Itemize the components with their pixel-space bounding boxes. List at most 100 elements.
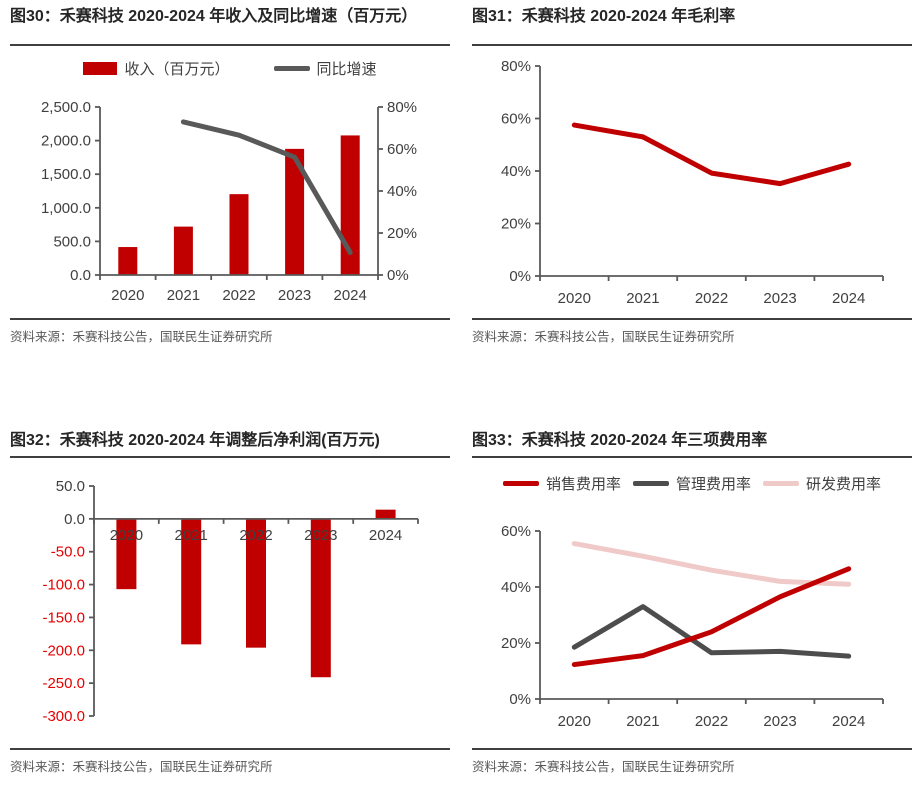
figure-31-title: 图31：禾赛科技 2020-2024 年毛利率 <box>472 8 736 25</box>
source-divider <box>10 748 450 750</box>
svg-text:0.0: 0.0 <box>70 267 91 284</box>
svg-text:40%: 40% <box>501 579 531 596</box>
svg-text:2023: 2023 <box>304 527 337 544</box>
svg-text:2021: 2021 <box>167 287 200 304</box>
source-note: 资料来源：禾赛科技公告，国联民生证券研究所 <box>10 760 273 774</box>
title-underline <box>472 456 912 458</box>
svg-text:2024: 2024 <box>369 527 402 544</box>
legend-label: 研发费用率 <box>806 475 882 493</box>
svg-text:-150.0: -150.0 <box>42 609 85 626</box>
bar-series <box>116 509 396 678</box>
legend-line-swatch <box>273 65 310 71</box>
bar-2020 <box>118 247 138 275</box>
figure-panel-32: 图32：禾赛科技 2020-2024 年调整后净利润(百万元) 50.0 0.0 -… <box>10 432 450 775</box>
svg-text:20%: 20% <box>501 216 531 233</box>
title-underline <box>10 456 450 458</box>
legend-line-swatch <box>502 480 539 486</box>
figure-30-title: 图30：禾赛科技 2020-2024 年收入及同比增速（百万元） <box>10 8 418 25</box>
svg-text:-50.0: -50.0 <box>51 544 85 561</box>
svg-text:2024: 2024 <box>832 290 865 307</box>
svg-text:-100.0: -100.0 <box>42 577 85 594</box>
chart-series <box>571 541 852 668</box>
figure-33-title: 图33：禾赛科技 2020-2024 年三项费用率 <box>472 432 768 449</box>
bar-2021 <box>181 518 202 645</box>
title-underline <box>10 44 450 46</box>
figure-panel-33: 图33：禾赛科技 2020-2024 年三项费用率 销售费用率 管理费用率 研发费用… <box>472 432 912 775</box>
bar-2024 <box>375 509 396 519</box>
svg-text:80%: 80% <box>501 58 531 75</box>
chart-axes: 0% 20% 40% 60% 2020 2021 2022 2023 2024 <box>501 523 884 730</box>
svg-text:500.0: 500.0 <box>53 233 91 250</box>
chart-series <box>116 509 396 678</box>
figure-30-chart: 0.0 500.0 1,000.0 1,500.0 2,000.0 2,500.0 0% 20… <box>41 99 417 304</box>
legend-label: 管理费用率 <box>675 475 751 493</box>
bar-2022 <box>229 194 249 275</box>
svg-text:2020: 2020 <box>558 290 591 307</box>
line-series <box>571 541 852 587</box>
svg-text:2023: 2023 <box>763 290 796 307</box>
svg-text:2024: 2024 <box>334 287 367 304</box>
legend-bar-swatch <box>83 61 118 75</box>
bar-2022 <box>246 518 266 648</box>
legend-line-swatch <box>763 480 799 486</box>
svg-text:2,000.0: 2,000.0 <box>41 133 91 150</box>
svg-text:-250.0: -250.0 <box>42 675 85 692</box>
svg-text:2021: 2021 <box>626 713 659 730</box>
legend-item: 管理费用率 <box>632 473 751 494</box>
line-series <box>571 604 852 659</box>
svg-text:0%: 0% <box>387 267 409 284</box>
svg-text:0%: 0% <box>509 691 531 708</box>
svg-text:40%: 40% <box>501 163 531 180</box>
figure-panel-31: 图31：禾赛科技 2020-2024 年毛利率 0% 20% 40% 60% 80% 20… <box>472 8 912 345</box>
svg-text:2021: 2021 <box>626 290 659 307</box>
svg-text:2022: 2022 <box>239 527 272 544</box>
source-note: 资料来源：禾赛科技公告，国联民生证券研究所 <box>10 330 273 344</box>
svg-text:60%: 60% <box>387 141 417 158</box>
svg-text:2,500.0: 2,500.0 <box>41 99 91 116</box>
figure-32-title: 图32：禾赛科技 2020-2024 年调整后净利润(百万元) <box>10 432 380 449</box>
svg-text:2020: 2020 <box>558 713 591 730</box>
legend-label: 收入（百万元） <box>124 60 230 78</box>
figure-panel-30: 图30：禾赛科技 2020-2024 年收入及同比增速（百万元） 收入（百万元）… <box>10 8 450 345</box>
chart-series <box>571 122 852 187</box>
bar-2023 <box>310 518 331 678</box>
svg-text:0%: 0% <box>509 268 531 285</box>
source-note: 资料来源：禾赛科技公告，国联民生证券研究所 <box>472 330 735 344</box>
line-series <box>571 566 852 668</box>
figure-32-chart: 50.0 0.0 -50.0 -100.0 -150.0 -200.0 -250.0 -300… <box>42 478 419 725</box>
svg-text:40%: 40% <box>387 183 417 200</box>
legend-line-swatch <box>632 480 669 486</box>
chart-series <box>118 119 360 275</box>
source-divider <box>10 318 450 320</box>
title-underline <box>472 44 912 46</box>
line-series <box>571 122 852 187</box>
svg-text:20%: 20% <box>501 635 531 652</box>
svg-text:50.0: 50.0 <box>56 478 85 495</box>
figure-33-legend: 销售费用率 管理费用率 研发费用率 <box>472 470 912 496</box>
bar-2020 <box>116 518 137 590</box>
svg-text:2023: 2023 <box>278 287 311 304</box>
source-divider <box>472 318 912 320</box>
svg-text:-200.0: -200.0 <box>42 642 85 659</box>
chart-axes: 50.0 0.0 -50.0 -100.0 -150.0 -200.0 -250.0 -300… <box>42 478 419 725</box>
legend-item: 收入（百万元） <box>83 58 230 79</box>
svg-text:0.0: 0.0 <box>64 511 85 528</box>
svg-text:-300.0: -300.0 <box>42 708 85 725</box>
svg-text:20%: 20% <box>387 225 417 242</box>
svg-text:2023: 2023 <box>763 713 796 730</box>
svg-text:1,000.0: 1,000.0 <box>41 200 91 217</box>
legend-label: 同比增速 <box>316 60 377 78</box>
svg-text:2020: 2020 <box>110 527 143 544</box>
legend-item: 同比增速 <box>273 58 377 79</box>
svg-text:2022: 2022 <box>222 287 255 304</box>
legend-item: 销售费用率 <box>502 473 621 494</box>
line-series <box>180 119 353 256</box>
bar-2021 <box>173 226 193 275</box>
svg-text:1,500.0: 1,500.0 <box>41 166 91 183</box>
svg-text:2020: 2020 <box>111 287 144 304</box>
figure-33-chart: 0% 20% 40% 60% 2020 2021 2022 2023 2024 <box>501 523 884 730</box>
figure-30-legend: 收入（百万元） 同比增速 <box>10 55 450 81</box>
chart-axes: 0.0 500.0 1,000.0 1,500.0 2,000.0 2,500.0 0% 20… <box>41 99 417 304</box>
svg-text:60%: 60% <box>501 111 531 128</box>
